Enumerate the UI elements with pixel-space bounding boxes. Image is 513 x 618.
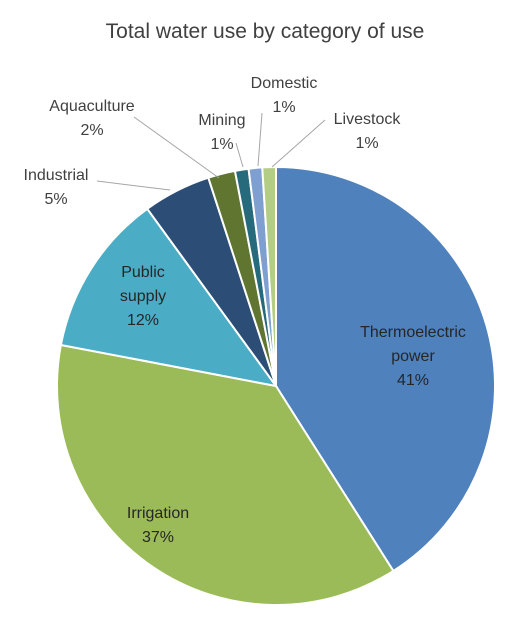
slice-livestock (261, 165, 277, 387)
slice-value-livestock: 1% (355, 135, 378, 152)
slice-label-aquaculture: Aquaculture (49, 98, 134, 115)
slice-value-irrigation: 37% (142, 529, 174, 546)
slice-label-public-supply-line-2: supply (120, 288, 166, 305)
slice-value-industrial: 5% (44, 191, 67, 208)
slice-public-supply (59, 207, 279, 388)
slice-thermoelectric-power (275, 165, 496, 573)
pie-slices (56, 165, 496, 606)
leader-line-aquaculture (133, 116, 220, 179)
leader-line-livestock (271, 119, 326, 168)
slice-value-public-supply: 12% (127, 312, 159, 329)
slice-value-aquaculture: 2% (80, 122, 103, 139)
leader-line-industrial (96, 180, 171, 191)
slice-label-domestic: Domestic (251, 75, 318, 92)
chart-title: Total water use by category of use (106, 20, 425, 43)
leader-line-mining (235, 142, 244, 168)
slice-value-thermoelectric-power: 41% (397, 372, 429, 389)
slice-label-mining: Mining (198, 112, 245, 129)
leader-lines (96, 112, 326, 191)
slice-label-irrigation: Irrigation (127, 505, 189, 522)
slice-label-thermoelectric-power-line-1: Thermoelectric (360, 324, 466, 341)
slice-label-livestock: Livestock (334, 111, 402, 128)
slice-irrigation (56, 343, 395, 606)
slice-label-thermoelectric-power-line-2: power (391, 348, 435, 365)
slice-label-public-supply-line-1: Public (121, 264, 165, 281)
slice-value-domestic: 1% (272, 99, 295, 116)
leader-line-domestic (257, 112, 263, 167)
slice-labels: Thermoelectric power 41% Irrigation 37% Publi… (24, 75, 466, 546)
slice-value-mining: 1% (210, 136, 233, 153)
slice-label-industrial: Industrial (24, 167, 89, 184)
